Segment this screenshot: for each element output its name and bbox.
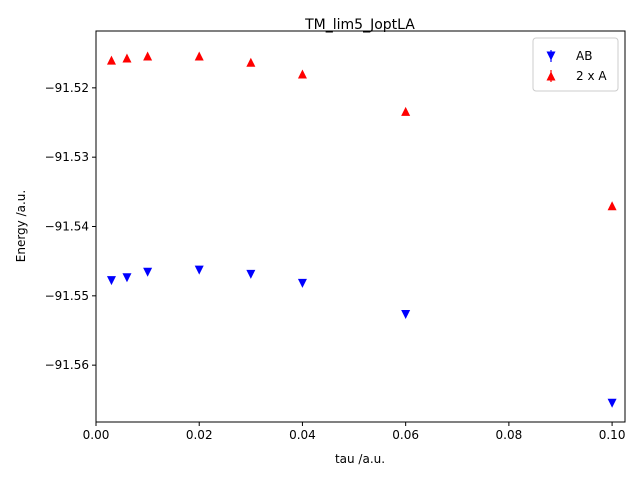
x-tick-label: 0.04 — [289, 428, 316, 442]
y-tick-label: −91.55 — [45, 289, 89, 303]
data-point — [143, 51, 153, 61]
data-point — [246, 269, 256, 279]
y-axis: −91.52 −91.53 −91.54 −91.55 −91.56 — [45, 81, 96, 372]
data-point — [401, 310, 411, 320]
legend-label: 2 x A — [576, 69, 607, 83]
x-axis: 0.00 0.02 0.04 0.06 0.08 0.10 — [83, 422, 626, 442]
data-point — [122, 53, 132, 63]
data-point — [401, 106, 411, 116]
data-point — [106, 55, 116, 65]
x-tick-label: 0.08 — [496, 428, 523, 442]
x-tick-label: 0.02 — [186, 428, 213, 442]
data-point — [122, 273, 132, 283]
y-tick-label: −91.56 — [45, 358, 89, 372]
y-tick-label: −91.52 — [45, 81, 89, 95]
legend-box — [532, 37, 619, 92]
data-point — [607, 201, 617, 211]
data-point — [297, 278, 307, 288]
data-point — [143, 267, 153, 277]
y-axis-label: Energy /a.u. — [14, 190, 28, 262]
data-point — [194, 51, 204, 61]
x-tick-label: 0.10 — [599, 428, 626, 442]
legend-label: AB — [576, 49, 592, 63]
legend-item: AB — [546, 49, 592, 63]
legend: AB 2 x A — [532, 37, 619, 92]
x-axis-label: tau /a.u. — [335, 452, 385, 466]
data-point — [297, 69, 307, 79]
x-tick-label: 0.06 — [392, 428, 419, 442]
chart-title: TM_lim5_JoptLA — [304, 17, 415, 33]
y-tick-label: −91.53 — [45, 150, 89, 164]
x-tick-label: 0.00 — [83, 428, 110, 442]
data-point — [246, 57, 256, 67]
data-point — [106, 276, 116, 286]
series-2 — [106, 51, 617, 211]
legend-marker — [546, 51, 556, 61]
data-point — [607, 398, 617, 408]
series-1 — [106, 265, 617, 408]
data-point — [194, 265, 204, 275]
series-layer — [106, 51, 617, 408]
y-tick-label: −91.54 — [45, 220, 89, 234]
legend-marker — [546, 71, 556, 81]
legend-item: 2 x A — [546, 69, 607, 83]
